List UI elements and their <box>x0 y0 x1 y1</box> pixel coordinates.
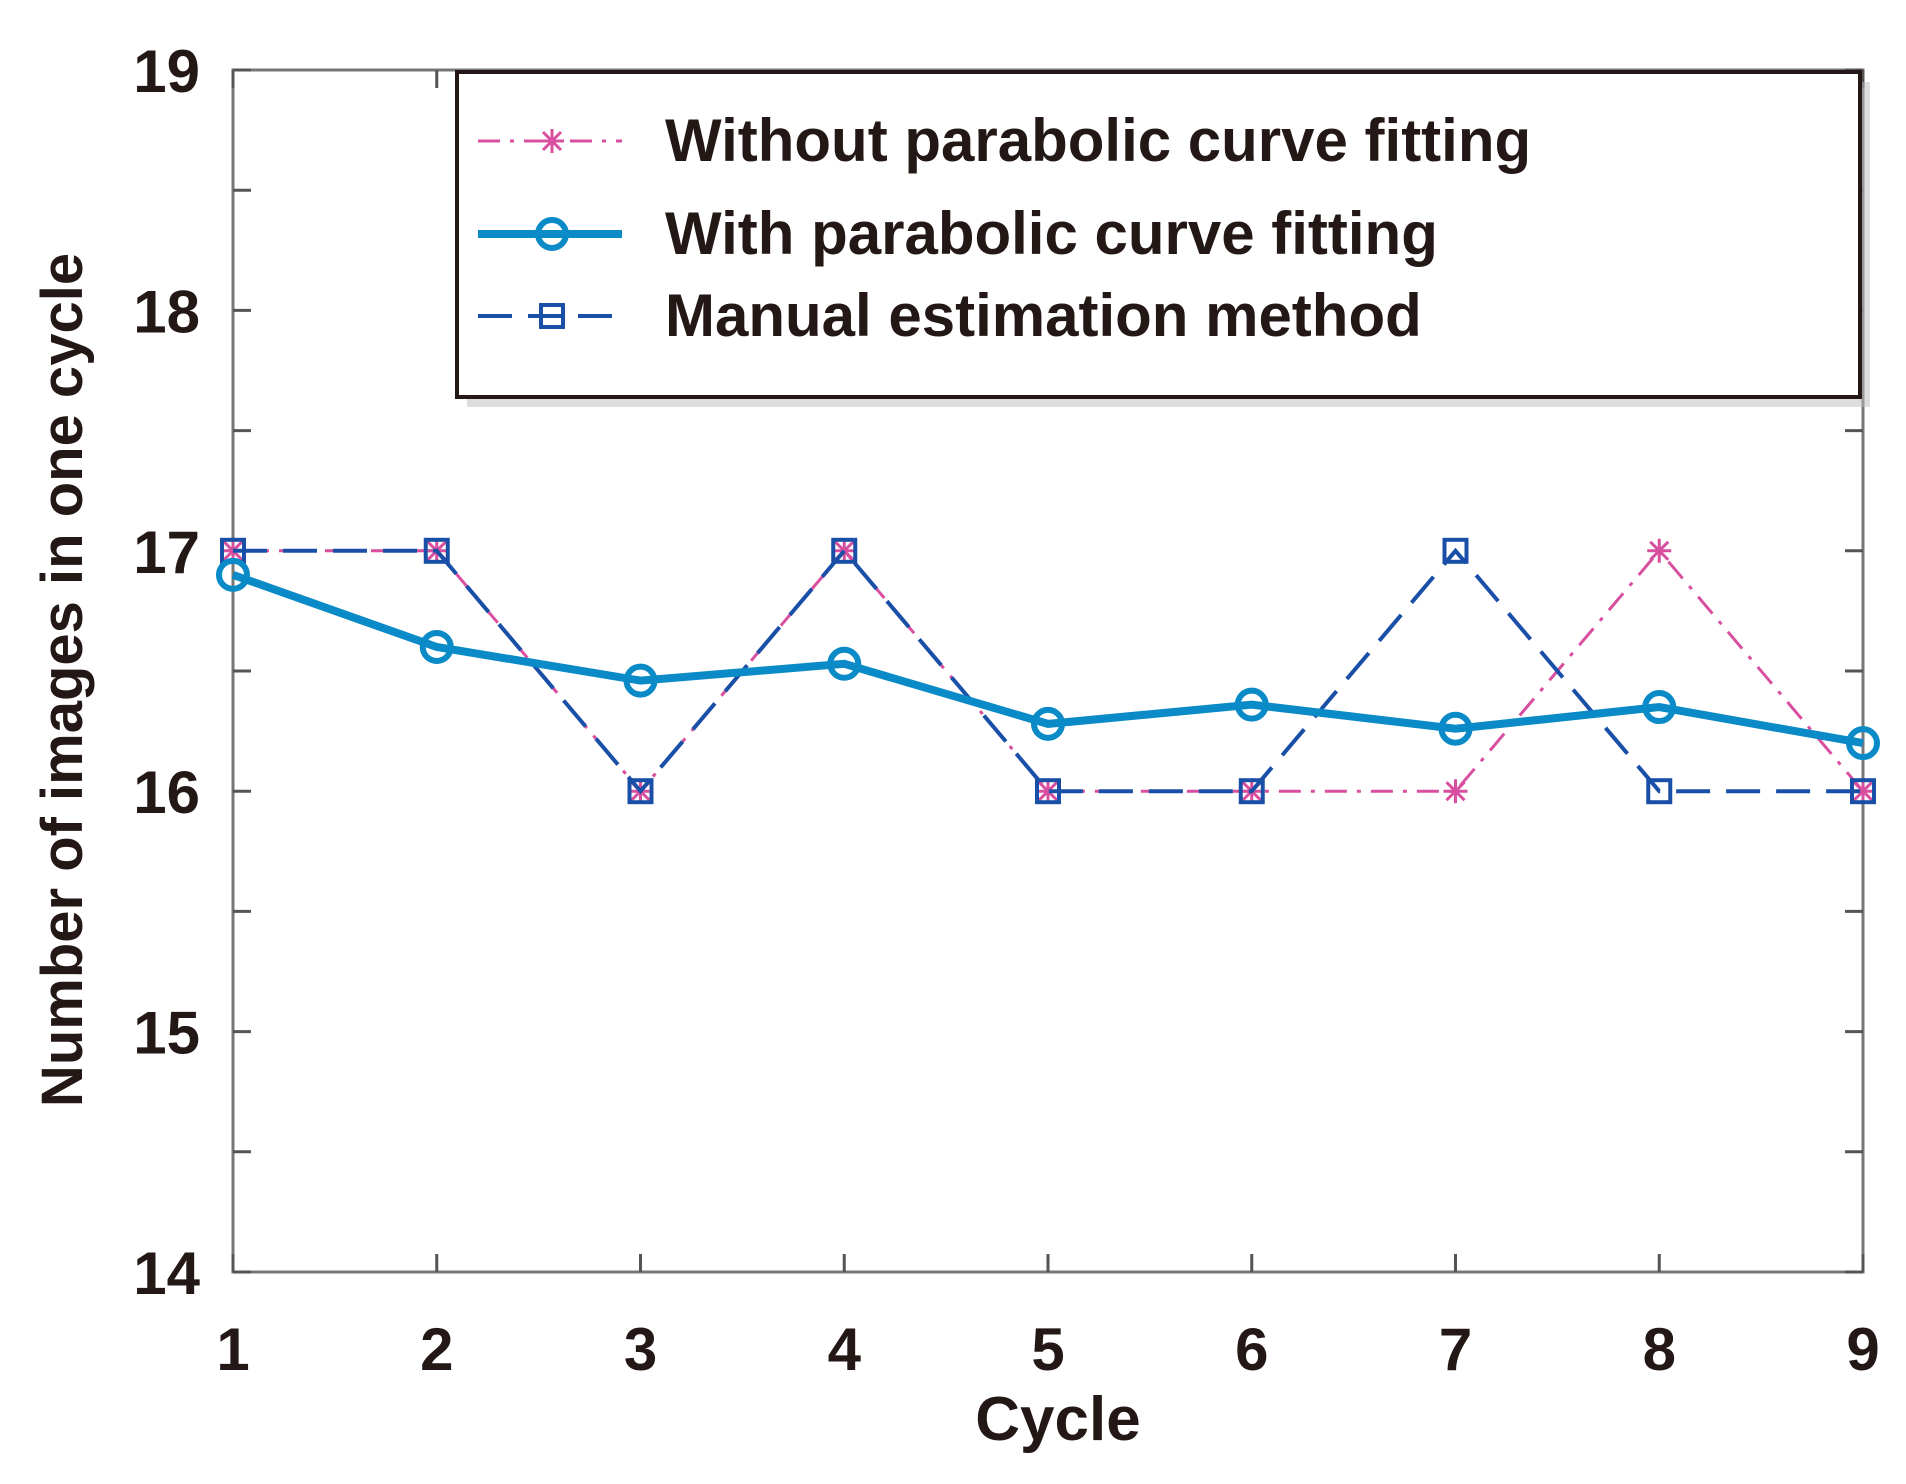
y-tick-label: 18 <box>133 278 200 345</box>
y-axis-label: Number of images in one cycle <box>30 253 95 1107</box>
series-line <box>231 571 1864 748</box>
data-point-circle <box>216 557 250 592</box>
y-tick-label: 19 <box>133 38 200 105</box>
data-point-circle <box>1846 726 1880 761</box>
data-point-circle <box>1438 711 1473 746</box>
data-point-asterisk <box>1036 779 1060 804</box>
data-point-asterisk <box>1851 779 1875 804</box>
legend-marker-asterisk <box>540 129 564 153</box>
legend-label: Manual estimation method <box>665 282 1422 349</box>
x-tick-label: 3 <box>624 1316 657 1383</box>
data-point-square <box>627 778 654 805</box>
x-tick-label: 1 <box>216 1316 249 1383</box>
data-point-square <box>1850 778 1876 805</box>
y-tick-label: 14 <box>133 1240 200 1307</box>
y-tick-label: 15 <box>133 1000 200 1067</box>
x-tick-label: 9 <box>1846 1316 1879 1383</box>
x-axis-label: Cycle <box>975 1385 1140 1454</box>
legend-box <box>455 70 1862 399</box>
series-line <box>233 548 1865 794</box>
data-point-asterisk <box>832 538 857 563</box>
legend-label: With parabolic curve fitting <box>665 200 1438 267</box>
data-point-circle <box>623 663 658 698</box>
legend-marker-circle <box>535 217 569 251</box>
data-point-circle <box>419 629 454 664</box>
legend-label: Without parabolic curve fitting <box>665 107 1531 174</box>
series-layer <box>216 537 1880 805</box>
legend: Without parabolic curve fitting With para… <box>455 70 1870 407</box>
data-point-square <box>1035 778 1061 805</box>
data-point-circle <box>1031 706 1065 741</box>
data-point-square <box>423 537 450 564</box>
series-square <box>220 537 1876 805</box>
data-point-asterisk <box>1647 538 1672 563</box>
legend-marker-square <box>539 303 565 329</box>
data-point-square <box>1646 778 1673 805</box>
x-tick-label: 4 <box>828 1316 862 1383</box>
data-point-circle <box>1234 687 1269 722</box>
x-tick-label: 6 <box>1235 1316 1268 1383</box>
series-asterisk <box>221 538 1875 804</box>
series-line <box>233 547 1863 795</box>
x-tick-label: 2 <box>420 1316 453 1383</box>
x-tick-label: 5 <box>1031 1316 1064 1383</box>
data-point-circle <box>827 646 862 681</box>
series-circle <box>216 557 1880 761</box>
data-point-circle <box>1642 690 1677 725</box>
data-point-square <box>1442 537 1469 564</box>
data-point-asterisk <box>1443 779 1468 804</box>
data-point-square <box>831 537 858 564</box>
x-tick-label: 8 <box>1643 1316 1676 1383</box>
y-tick-label: 17 <box>133 519 200 586</box>
x-tick-label: 7 <box>1439 1316 1472 1383</box>
data-point-square <box>1238 778 1265 805</box>
y-tick-label: 16 <box>133 759 200 826</box>
